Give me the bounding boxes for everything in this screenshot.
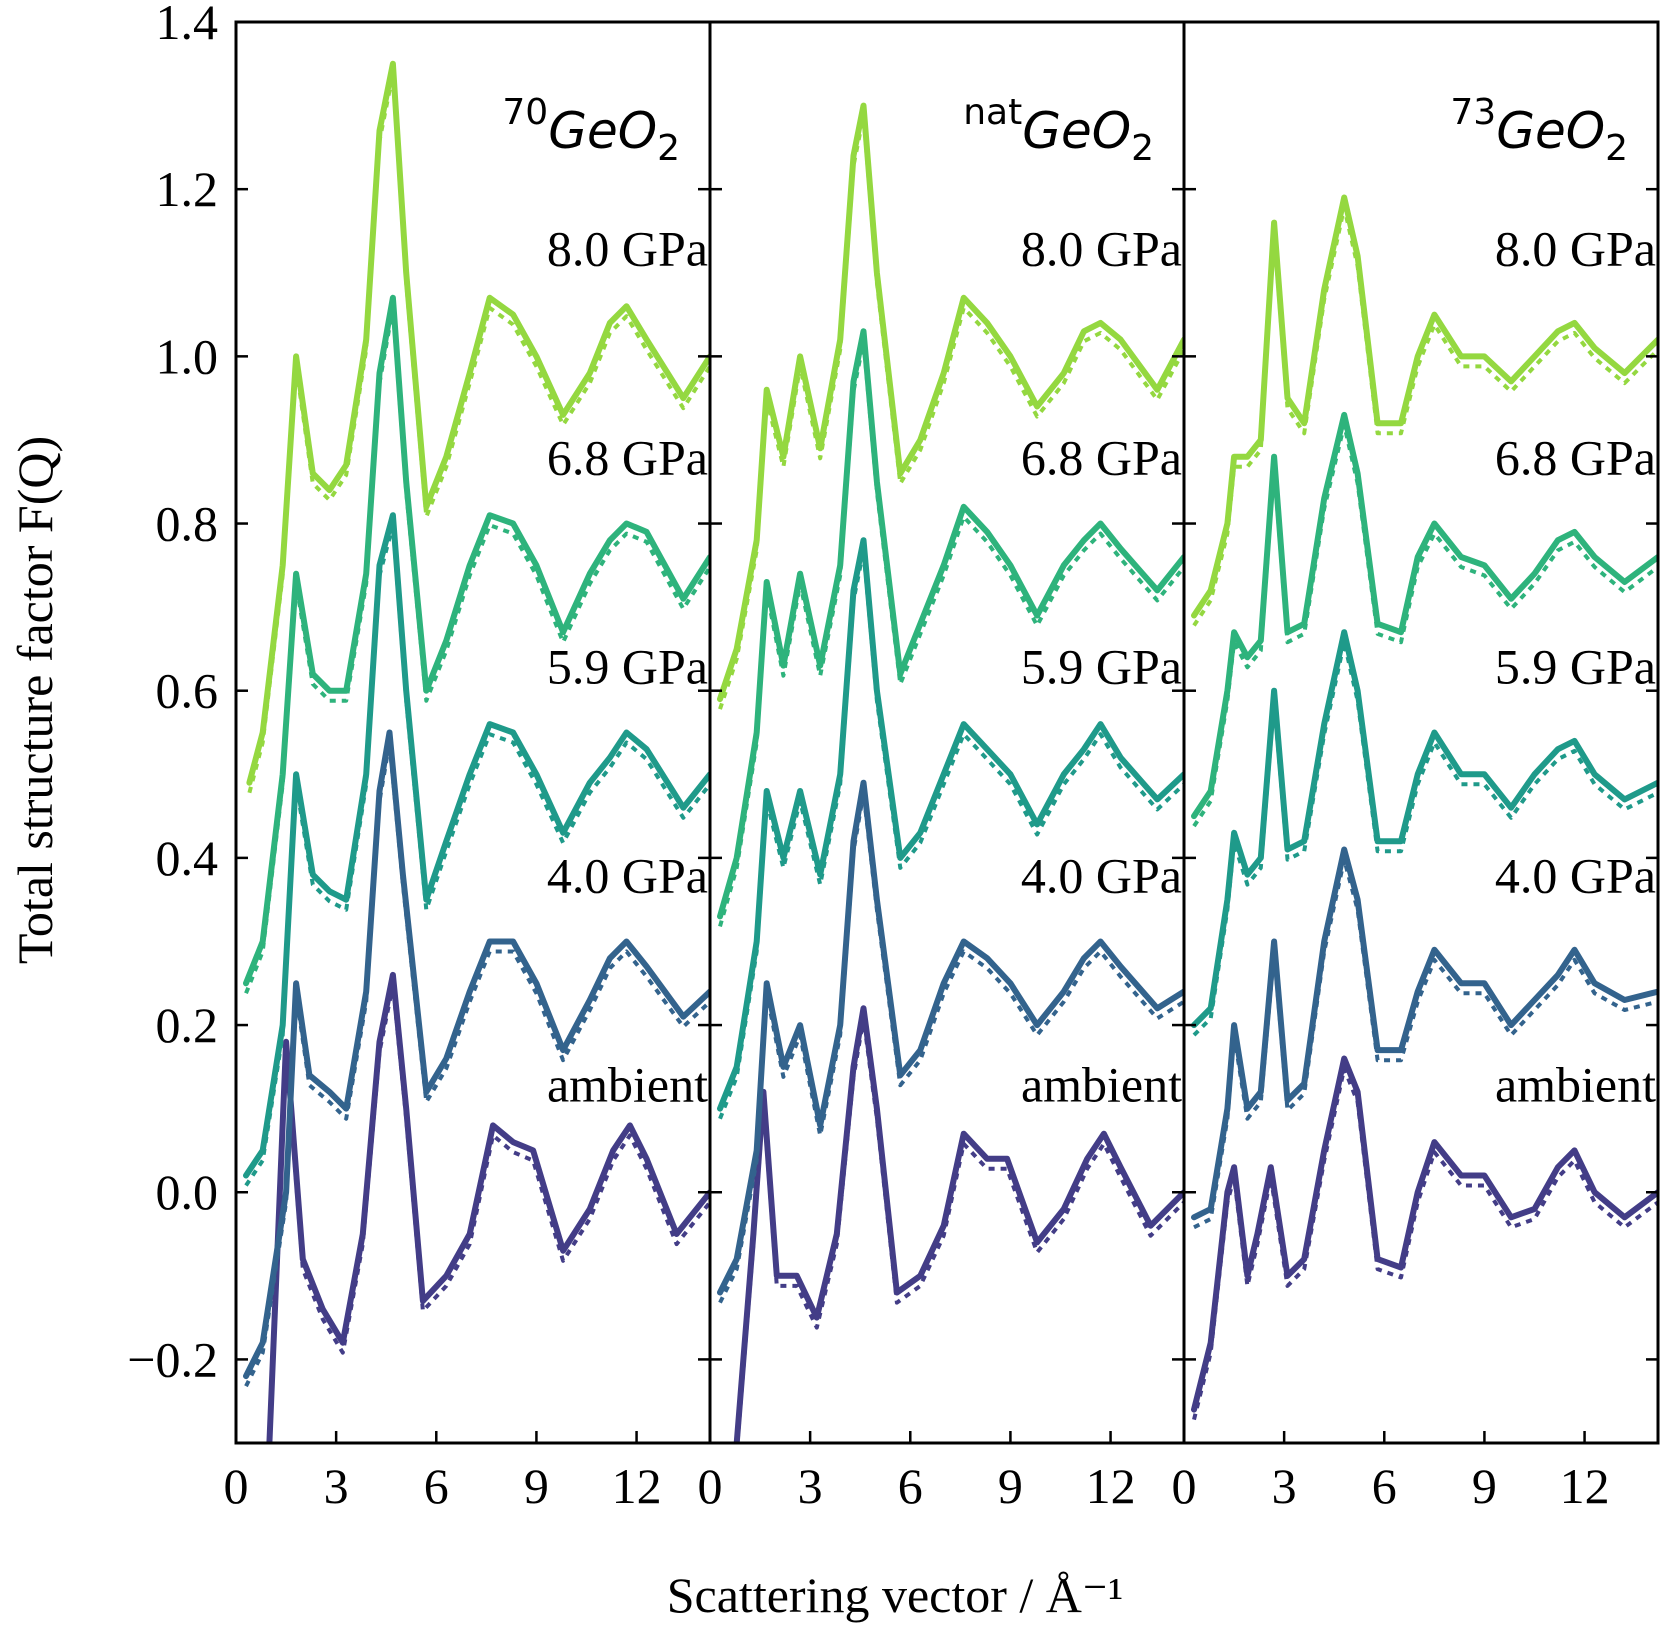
series-line-4-0-gpa (243, 729, 710, 1380)
pressure-label: 8.0 GPa (1021, 221, 1182, 277)
x-tick-label: 0 (224, 1458, 249, 1514)
pressure-label: 4.0 GPa (1495, 848, 1656, 904)
panel-title: 73GeO2 (1450, 92, 1628, 169)
y-tick-label: 0.2 (156, 997, 219, 1053)
series-fit-6-8-gpa (1192, 422, 1658, 828)
pressure-label: 8.0 GPa (1495, 221, 1656, 277)
x-tick-label: 3 (798, 1458, 823, 1514)
panel-3: 0 3 6 9 12 73GeO2 8.0 GPa 6.8 GPa 5.9 GPa 4.0 GPa… (1172, 20, 1660, 1514)
pressure-label: ambient (1021, 1057, 1182, 1113)
x-tick-label: 0 (1172, 1458, 1197, 1514)
x-tick-label: 0 (698, 1458, 723, 1514)
x-tick-label: 12 (1086, 1458, 1136, 1514)
y-tick-label: −0.2 (127, 1331, 218, 1387)
x-axis-title: Scattering vector / Å⁻¹ (667, 1567, 1124, 1623)
x-tick-label: 6 (1372, 1458, 1397, 1514)
pressure-label: 4.0 GPa (1021, 848, 1182, 904)
panel-title-subscript: 2 (657, 128, 680, 169)
panel-title-base: GeO (1022, 102, 1131, 160)
panel-title-subscript: 2 (1131, 128, 1154, 169)
series-line-ambient (1191, 1055, 1658, 1413)
series-line-4-0-gpa (717, 779, 1184, 1296)
pressure-label: ambient (1495, 1057, 1656, 1113)
series-line-ambient (733, 1005, 1184, 1443)
x-tick-label: 12 (1560, 1458, 1610, 1514)
panel-title-superscript: 73 (1450, 92, 1496, 133)
panel-title-base: GeO (1496, 102, 1605, 160)
panel-title: natGeO2 (963, 92, 1154, 169)
series-line-8-0-gpa (717, 102, 1184, 703)
series-line-5-9-gpa (717, 537, 1184, 1112)
x-tick-label: 3 (1272, 1458, 1297, 1514)
series-line-6-8-gpa (243, 294, 710, 987)
x-tick-label: 3 (324, 1458, 349, 1514)
x-tick-label: 9 (1472, 1458, 1497, 1514)
series-fit-4-0-gpa (1193, 857, 1658, 1230)
series-fit-8-0-gpa (1192, 205, 1658, 627)
pressure-label: ambient (547, 1057, 708, 1113)
x-tick-label: 9 (998, 1458, 1023, 1514)
series-line-8-0-gpa (1191, 194, 1658, 619)
panel-title-base: GeO (548, 102, 657, 160)
pressure-label: 5.9 GPa (1495, 639, 1656, 695)
pressure-label: 6.8 GPa (547, 430, 708, 486)
pressure-label: 6.8 GPa (1021, 430, 1182, 486)
panel-title: 70GeO2 (502, 92, 680, 169)
panel-1: 0 3 6 9 12 70GeO2 8.0 GPa 6.8 GPa 5.9 GPa 4.0 GPa… (224, 20, 712, 1514)
y-tick-labels: −0.2 0.0 0.2 0.4 0.6 0.8 1.0 1.2 1.4 (127, 0, 218, 1387)
y-tick-label: 0.8 (156, 496, 219, 552)
panel-title-superscript: nat (963, 92, 1022, 133)
x-tick-label: 6 (424, 1458, 449, 1514)
x-tick-label: 6 (898, 1458, 923, 1514)
panel-2: 0 3 6 9 12 natGeO2 8.0 GPa 6.8 GPa 5.9 GPa 4.0 GP… (698, 20, 1186, 1514)
panel-title-subscript: 2 (1605, 128, 1628, 169)
series-line-4-0-gpa (1191, 846, 1658, 1221)
y-tick-label: 0.6 (156, 663, 219, 719)
curves (243, 60, 710, 1443)
series-fit-ambient (1192, 1066, 1658, 1421)
pressure-label: 8.0 GPa (547, 221, 708, 277)
series-line-8-0-gpa (246, 60, 710, 786)
y-tick-label: 0.4 (156, 830, 219, 886)
series-line-5-9-gpa (243, 512, 710, 1179)
panel-frame (1182, 20, 1660, 1445)
y-tick-label: 1.4 (156, 0, 219, 50)
pressure-label: 6.8 GPa (1495, 430, 1656, 486)
curves (717, 102, 1184, 1443)
series-fit-5-9-gpa (718, 548, 1184, 1120)
panel-title-superscript: 70 (502, 92, 548, 133)
y-axis-title: Total structure factor F(Q) (7, 436, 63, 964)
series-line-6-8-gpa (717, 328, 1184, 920)
series-fit-5-9-gpa (1192, 640, 1658, 1037)
series-fit-6-8-gpa (244, 305, 710, 995)
y-tick-label: 0.0 (156, 1164, 219, 1220)
y-tick-label: 1.0 (156, 328, 219, 384)
pressure-label: 4.0 GPa (547, 848, 708, 904)
x-tick-label: 9 (524, 1458, 549, 1514)
series-fit-ambient (267, 982, 710, 1443)
series-fit-8-0-gpa (718, 113, 1184, 710)
series-fit-4-0-gpa (244, 740, 710, 1388)
pressure-label: 5.9 GPa (547, 639, 708, 695)
series-line-6-8-gpa (1191, 411, 1658, 820)
series-line-5-9-gpa (1191, 629, 1658, 1029)
x-tick-label: 12 (612, 1458, 662, 1514)
series-line-ambient (266, 971, 710, 1443)
pressure-label: 5.9 GPa (1021, 639, 1182, 695)
y-tick-label: 1.2 (156, 161, 219, 217)
curves (1191, 194, 1658, 1421)
